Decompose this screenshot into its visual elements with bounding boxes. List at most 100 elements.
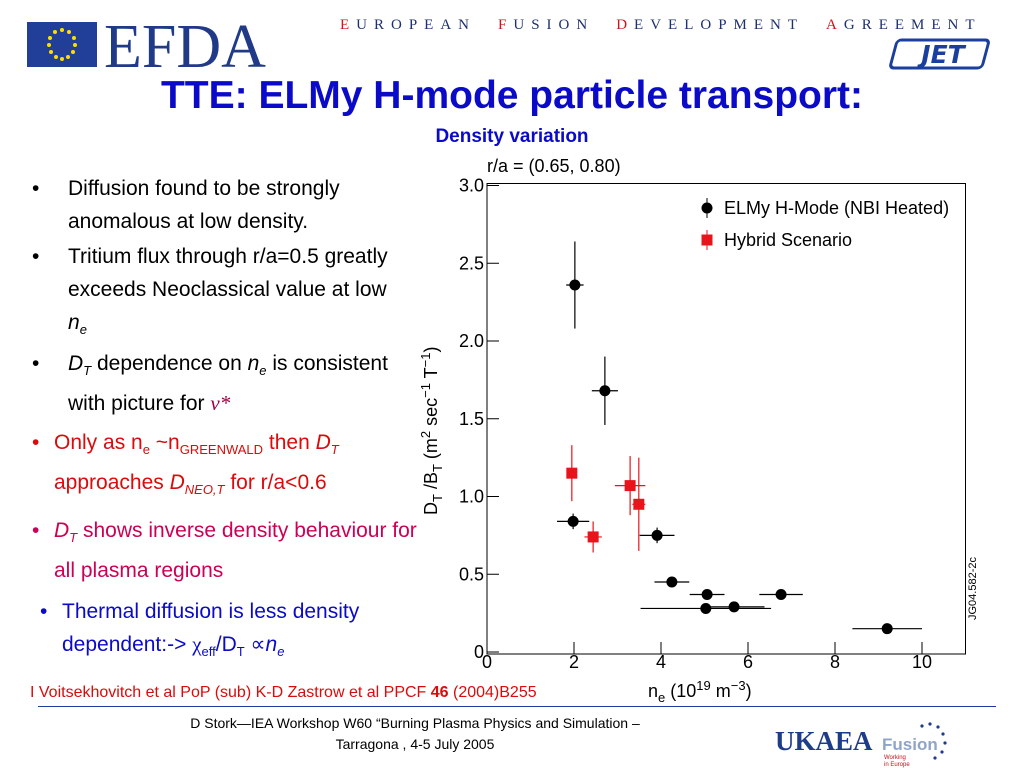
y-label-part: T — [430, 464, 445, 472]
chart-annotation: r/a = (0.65, 0.80) — [487, 156, 621, 176]
y-tick-label: 1.0 — [459, 487, 484, 507]
eu-stars — [47, 28, 77, 61]
bullet-text: e — [79, 322, 87, 338]
y-axis-label: DT /BT (m2 sec−1 T−1) — [418, 347, 445, 516]
bullet-text: Only as n — [54, 431, 143, 454]
bullet: Diffusion found to be strongly anomalous… — [32, 172, 413, 238]
bullet-text: e — [277, 644, 285, 660]
bullet-text: shows inverse density behaviour for all … — [54, 519, 417, 583]
footer: D Stork—IEA Workshop W60 “Burning Plasma… — [120, 713, 710, 755]
bullet-text: D — [169, 471, 185, 495]
bullet-text: Thermal diffusion is less density depend… — [62, 600, 360, 656]
bullet-text: e — [259, 363, 267, 379]
fusion-word: Fusion — [882, 735, 938, 754]
bullet-text: /D — [215, 633, 237, 656]
bullet-text: ∝ — [244, 633, 266, 656]
tagline: in Europe — [884, 762, 910, 768]
bullet-text: D — [68, 352, 84, 375]
y-label-part: T — [430, 494, 445, 502]
bullet: DT dependence on ne is consistent with p… — [32, 347, 418, 420]
bullet-text: approaches — [54, 471, 170, 495]
bullet-text: χ — [192, 632, 202, 656]
x-axis-label: ne (1019 m−3) — [648, 678, 752, 705]
bullet-text: is consistent with picture for — [68, 352, 388, 416]
agreement-word: AGREEMENT — [826, 17, 982, 33]
marker — [651, 529, 663, 541]
x-label-part: −3 — [731, 678, 746, 693]
x-tick-label: 8 — [830, 652, 840, 672]
marker — [666, 576, 678, 588]
bullet: Thermal diffusion is less density depend… — [40, 595, 432, 668]
bullet-text: dependence on — [91, 352, 248, 375]
footer-line: Tarragona , 4-5 July 2005 — [335, 736, 495, 752]
y-label-part: −1 — [418, 383, 433, 398]
marker — [569, 279, 581, 291]
marker — [567, 515, 579, 527]
x-label-part: m — [711, 681, 731, 701]
x-label-part: 19 — [696, 678, 710, 693]
y-tick-label: 1.5 — [459, 409, 484, 429]
figure-id: JG04.582-2c — [967, 557, 979, 620]
y-tick-label: 2.0 — [459, 331, 484, 351]
bullet-text: ~n — [149, 431, 180, 454]
y-tick-label: 3.0 — [459, 176, 484, 196]
legend-marker — [701, 202, 713, 214]
bullet-text: Tritium flux through r/a=0.5 greatly exc… — [68, 245, 388, 301]
bullet-text: eff — [201, 644, 216, 660]
stars — [920, 722, 947, 760]
legend-label: ELMy H-Mode (NBI Heated) — [724, 198, 949, 218]
agreement-word: DEVELOPMENT — [616, 17, 805, 33]
bullet: DT shows inverse density behaviour for a… — [32, 514, 424, 587]
x-label-part: (10 — [665, 681, 696, 701]
ukaea-logo: UKAEA Fusion Working in Europe — [775, 722, 947, 768]
x-label-part: n — [648, 681, 658, 701]
agreement-word: EUROPEAN — [340, 17, 477, 33]
reference-text: K-D Zastrow et al PPCF — [255, 684, 431, 701]
plot-frame — [486, 183, 966, 655]
marker — [700, 602, 712, 614]
slide-title: TTE: ELMy H-mode particle transport: — [160, 74, 864, 117]
y-label-part: T — [421, 367, 441, 383]
marker — [633, 498, 645, 510]
reference-text: 46 — [430, 684, 449, 701]
x-label-part: e — [658, 690, 665, 705]
legend-label: Hybrid Scenario — [724, 230, 852, 250]
footer-line: D Stork—IEA Workshop W60 “Burning Plasma… — [190, 715, 640, 731]
bullet-text: n — [247, 352, 260, 375]
y-label-part: sec — [421, 398, 441, 431]
agreement: EUROPEAN FUSION DEVELOPMENT AGREEMENT — [340, 17, 1004, 34]
y-label-part: /B — [421, 472, 441, 494]
y-label-part: D — [421, 502, 441, 515]
legend-marker — [701, 234, 713, 246]
marker — [624, 480, 636, 492]
x-tick-label: 0 — [482, 652, 492, 672]
x-tick-label: 6 — [743, 652, 753, 672]
slide-subtitle: Density variation — [435, 126, 589, 147]
x-tick-label: 10 — [912, 652, 932, 672]
bullet: Tritium flux through r/a=0.5 greatly exc… — [32, 240, 408, 346]
y-label-part: ) — [421, 347, 441, 353]
y-tick-label: 2.5 — [459, 253, 484, 273]
bullet-text: D — [315, 431, 331, 454]
x-tick-label: 4 — [656, 652, 666, 672]
y-tick-label: 0 — [474, 642, 484, 662]
y-label-part: 2 — [418, 431, 433, 438]
efda-logo: EFDA — [104, 13, 266, 75]
bullet-text: Diffusion found to be strongly anomalous… — [68, 177, 340, 233]
bullet-text: n — [68, 311, 80, 334]
x-label-part: ) — [746, 681, 752, 701]
y-label-part: −1 — [418, 353, 433, 368]
footer-rule — [38, 706, 996, 707]
bullet-text: for r/a<0.6 — [224, 471, 327, 495]
reference-text: (2004)B255 — [448, 684, 537, 701]
marker — [881, 623, 893, 635]
bullet-text: T — [330, 442, 339, 458]
marker — [775, 588, 787, 600]
bullet-text: T — [236, 644, 245, 660]
marker — [599, 385, 611, 397]
bullet-text: e — [142, 442, 150, 458]
agreement-word: FUSION — [498, 17, 595, 33]
reference: I Voitsekhovitch et al PoP (sub) K-D Zas… — [30, 684, 537, 702]
